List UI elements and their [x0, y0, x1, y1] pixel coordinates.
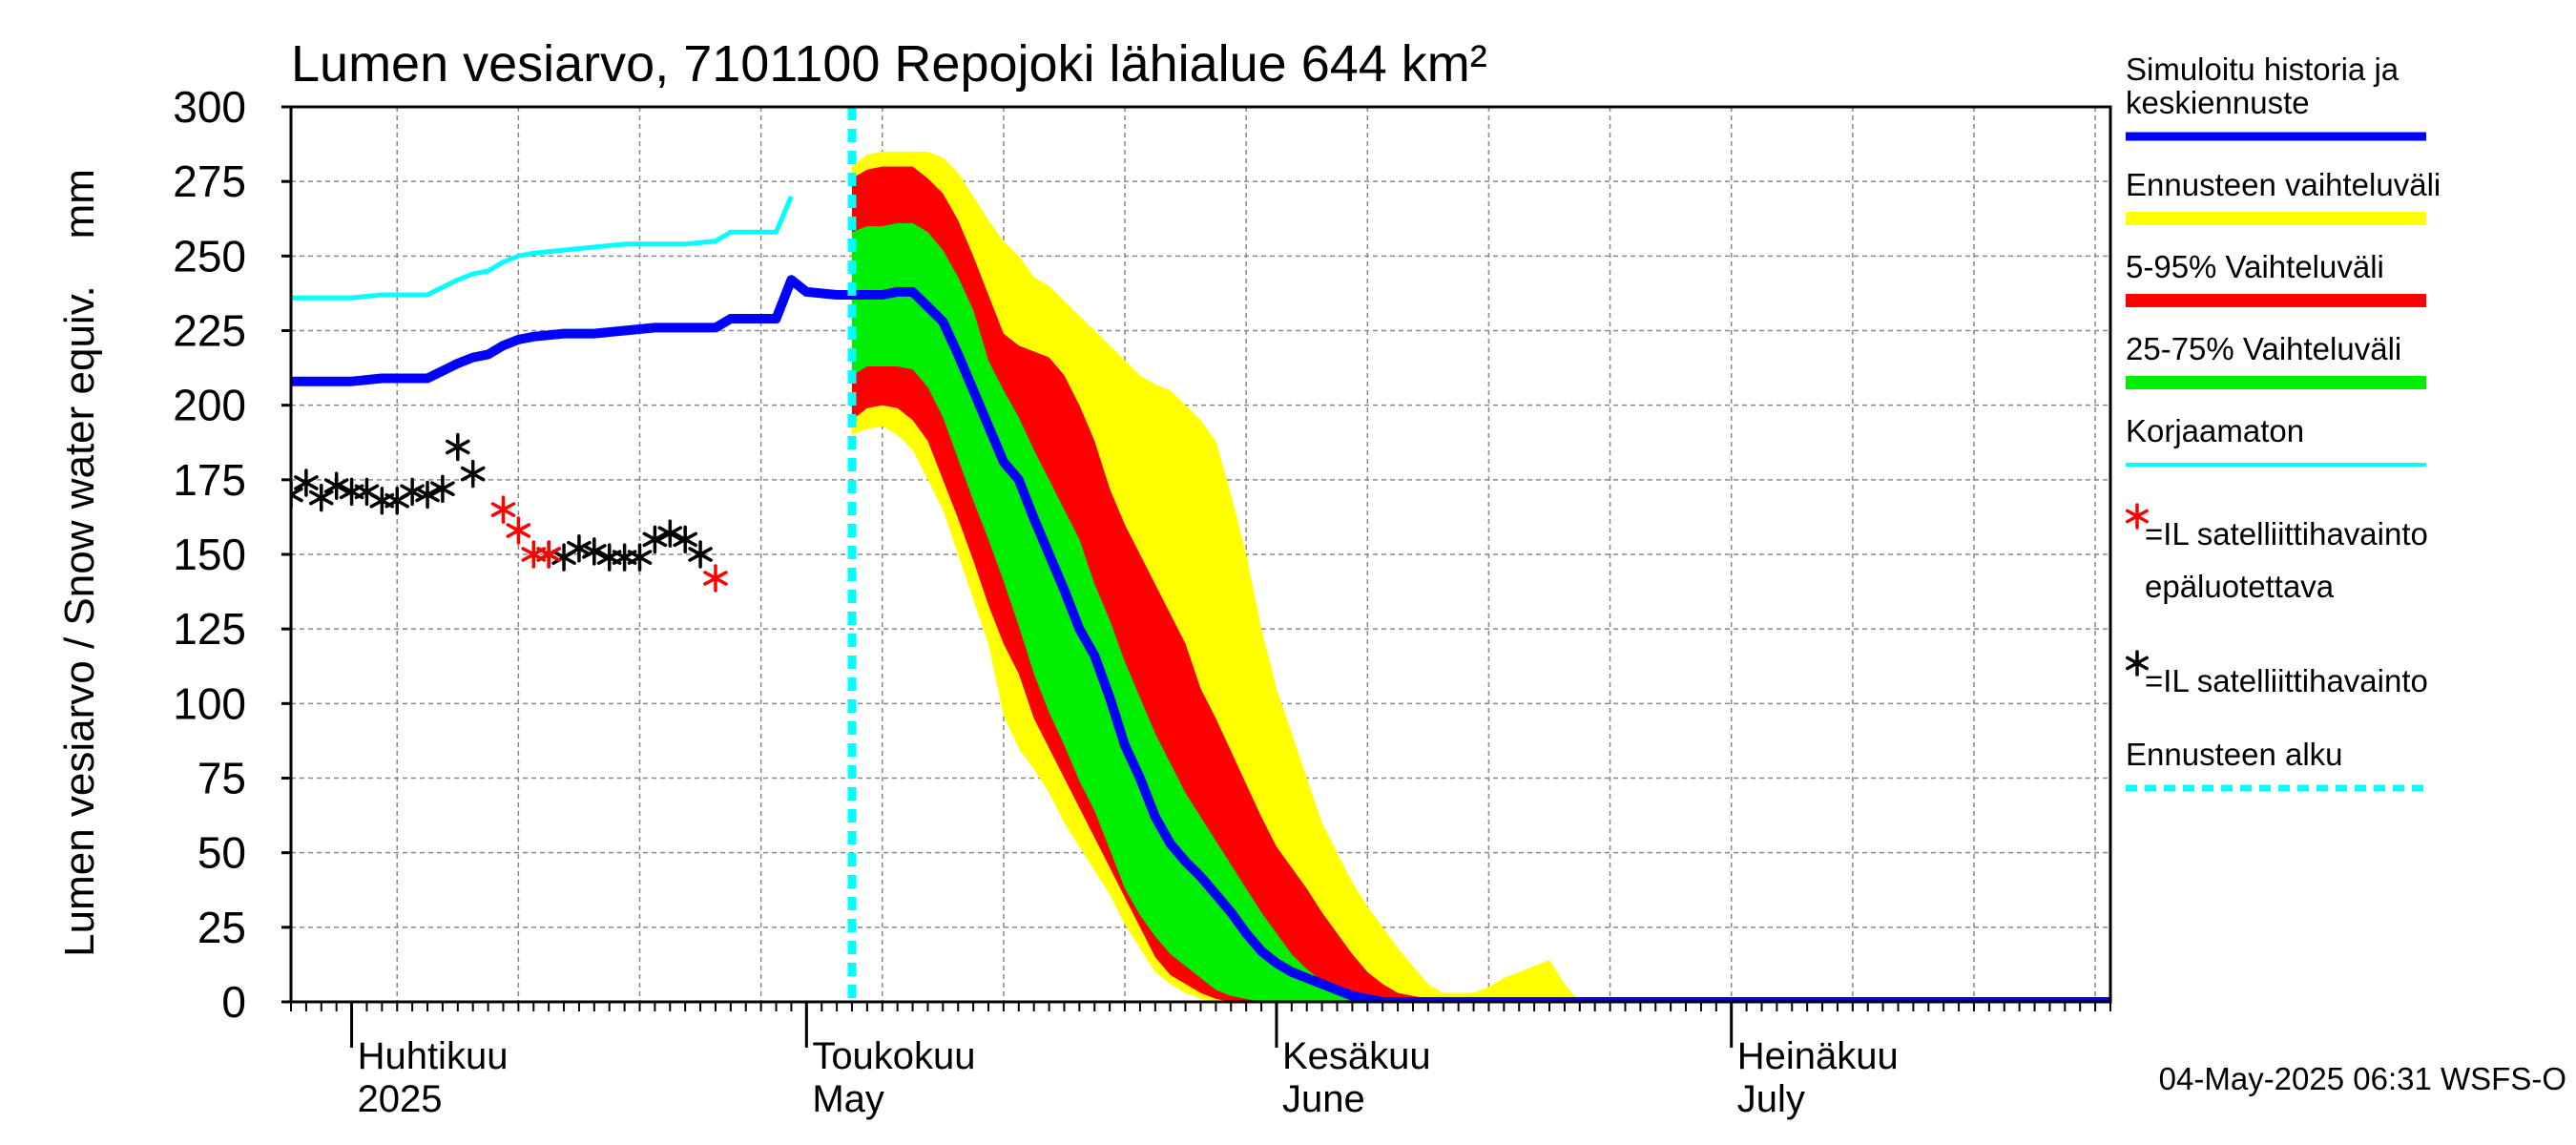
x-year-label: 2025	[358, 1078, 443, 1120]
sat-observation-point	[673, 525, 697, 554]
sat-unreliable-point	[536, 540, 561, 569]
legend-label: Ennusteen vaihteluväli	[2126, 167, 2441, 202]
x-month-label: Huhtikuu	[358, 1035, 509, 1077]
uncorrected-line	[291, 195, 794, 301]
sat-observation-point	[430, 474, 455, 503]
grid	[291, 107, 2110, 1002]
band-range-5-95	[852, 166, 1474, 1002]
legend-item-sat-unreliable: =IL satelliittihavainto epäluotettava	[2126, 503, 2428, 604]
legend-label: =IL satelliittihavainto	[2145, 663, 2428, 698]
sat-unreliable-point	[490, 495, 516, 524]
y-tick-label: 225	[173, 306, 246, 356]
sat-unreliable-point	[703, 564, 728, 593]
chart-title: Lumen vesiarvo, 7101100 Repojoki lähialu…	[291, 35, 1487, 93]
y-tick-label: 100	[173, 678, 246, 728]
legend-item-range-5-95: 5-95% Vaihteluväli	[2126, 249, 2426, 307]
legend-label: epäluotettava	[2145, 569, 2335, 604]
legend-item-range-full: Ennusteen vaihteluväli	[2126, 167, 2441, 225]
legend-label: Korjaamaton	[2126, 413, 2304, 448]
legend-star-icon	[2126, 650, 2149, 677]
y-tick-label: 75	[197, 754, 246, 803]
x-month-label: Kesäkuu	[1282, 1035, 1431, 1077]
x-year-label: July	[1737, 1078, 1805, 1120]
sat-observation-point	[415, 480, 440, 510]
legend-star-icon	[2126, 503, 2149, 530]
sat-observation-point	[291, 480, 303, 510]
sat-observation-point	[582, 537, 607, 566]
y-tick-label: 275	[173, 156, 246, 206]
x-year-label: June	[1282, 1078, 1365, 1120]
legend-label: 5-95% Vaihteluväli	[2126, 249, 2384, 284]
y-tick-label: 250	[173, 231, 246, 281]
sat-observation-point	[642, 525, 668, 554]
legend-label: Ennusteen alku	[2126, 737, 2343, 772]
y-tick-label: 125	[173, 604, 246, 654]
plot-area	[289, 105, 2112, 1004]
y-tick-label: 25	[197, 903, 246, 952]
sat-observation-point	[323, 471, 349, 500]
y-tick-label: 0	[221, 977, 246, 1027]
y-axis-label: Lumen vesiarvo / Snow water equiv. mm	[56, 169, 103, 957]
sat-observation-point	[308, 483, 334, 512]
x-month-label: Heinäkuu	[1737, 1035, 1899, 1077]
legend-item-uncorrected: Korjaamaton	[2126, 413, 2426, 467]
sat-observation-point	[460, 459, 486, 489]
y-tick-label: 175	[173, 455, 246, 505]
legend-label: Simuloitu historia ja	[2126, 52, 2399, 87]
y-tick-label: 150	[173, 530, 246, 579]
legend-item-sat: =IL satelliittihavainto	[2126, 650, 2428, 698]
sat-observation-point	[567, 533, 592, 563]
sat-observation-point	[627, 543, 653, 572]
plot-content	[291, 151, 2110, 1002]
simulated-line	[291, 275, 2110, 1002]
sat-observation-point	[400, 477, 425, 507]
sat-unreliable-point	[506, 516, 531, 545]
legend-label: keskiennuste	[2126, 85, 2310, 120]
sat-observation-point	[369, 486, 395, 515]
x-month-label: Toukokuu	[812, 1035, 975, 1077]
legend-item-range-25-75: 25-75% Vaihteluväli	[2126, 331, 2426, 389]
sat-observation-point	[446, 432, 470, 462]
sat-observation-point	[354, 477, 380, 507]
sat-observation-point	[294, 468, 319, 497]
sat-observation-point	[612, 543, 637, 572]
sat-observation-point	[384, 486, 410, 515]
legend-label: 25-75% Vaihteluväli	[2126, 331, 2401, 366]
y-tick-label: 50	[197, 828, 246, 878]
y-axis: 0 25 50 75 100 125 150 175 200 225 250 275 300	[173, 82, 291, 1027]
legend-label: =IL satelliittihavainto	[2145, 516, 2428, 552]
footer-timestamp: 04-May-2025 06:31 WSFS-O	[2159, 1061, 2566, 1096]
y-tick-label: 300	[173, 82, 246, 132]
y-tick-label: 200	[173, 381, 246, 430]
sat-observation-point	[688, 540, 713, 569]
x-year-label: May	[812, 1078, 884, 1120]
sat-observation-point	[657, 519, 683, 548]
legend-item-forecast-start: Ennusteen alku	[2126, 737, 2426, 792]
